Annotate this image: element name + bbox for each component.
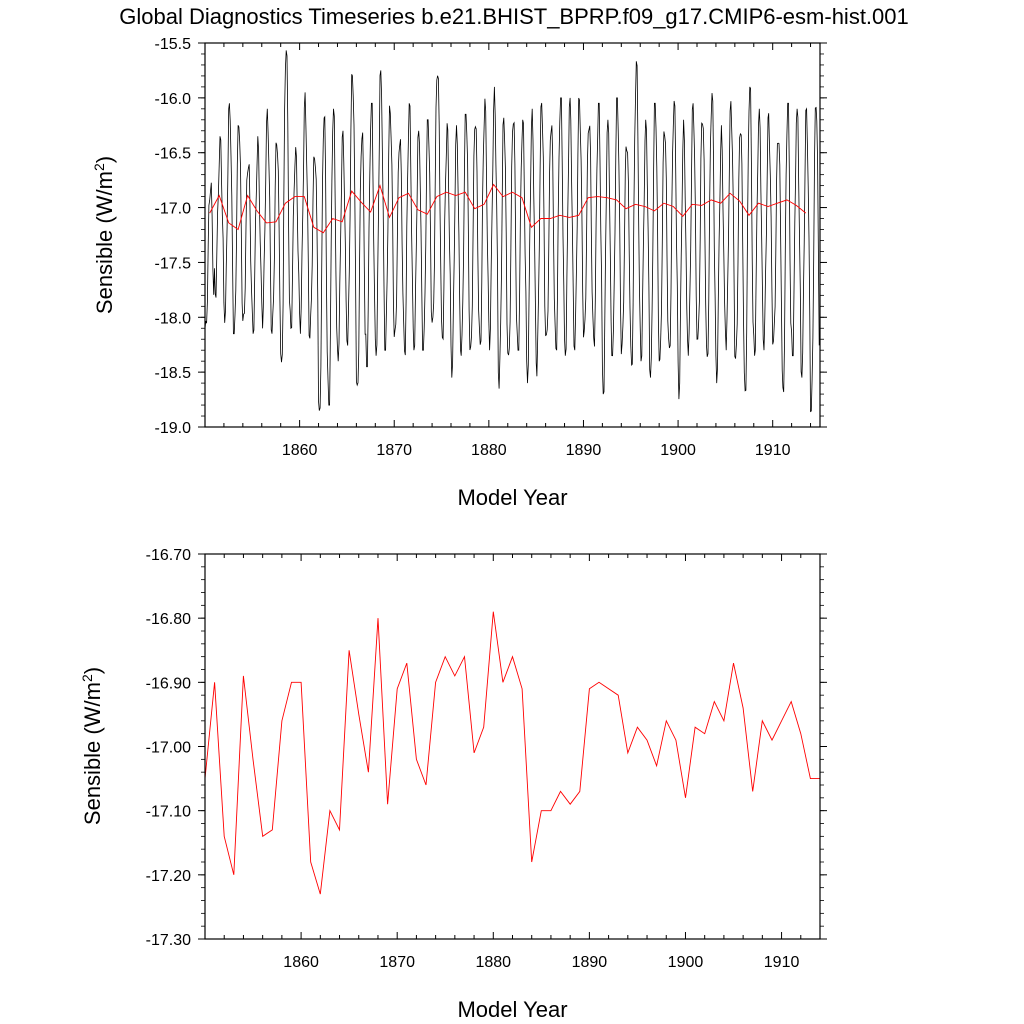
y-axis-label-sup: 2	[79, 674, 95, 682]
y-tick-label: -16.0	[155, 91, 192, 108]
panel-top: 1860 1870 1880 1890 1900 1910 -19.0 -18.5 -18.0 -…	[91, 36, 827, 510]
x-axis-label: Model Year	[457, 485, 567, 510]
x-tick-label: 1890	[572, 954, 608, 971]
y-tick-label: -17.5	[155, 255, 192, 272]
y-tick-label: -16.80	[146, 611, 191, 628]
x-tick-label: 1900	[660, 442, 696, 459]
y-axis-label-sup: 2	[91, 163, 107, 171]
series-monthly-line	[204, 50, 820, 413]
series-annual-line	[209, 183, 807, 234]
x-tick-label: 1910	[764, 954, 800, 971]
x-tick-label: 1890	[566, 442, 602, 459]
y-tick-label: -19.0	[155, 420, 192, 437]
series-annual-line	[204, 611, 820, 895]
y-tick-label: -18.5	[155, 365, 192, 382]
y-tick-label: -16.70	[146, 547, 191, 564]
tick-layer: 1860 1870 1880 1890 1900 1910 -17.30 -17.20 -17.…	[146, 547, 827, 971]
y-axis-label-main: Sensible (W/m	[92, 171, 117, 314]
y-tick-label: -15.5	[155, 36, 192, 53]
y-tick-label: -16.5	[155, 146, 192, 163]
x-tick-label: 1860	[282, 442, 318, 459]
x-tick-label: 1880	[471, 442, 507, 459]
y-tick-label: -18.0	[155, 310, 192, 327]
y-tick-label: -17.0	[155, 201, 192, 218]
x-tick-label: 1870	[379, 954, 415, 971]
y-tick-label: -16.90	[146, 675, 191, 692]
y-axis-label: Sensible (W/m2)	[91, 156, 117, 314]
x-tick-label: 1910	[755, 442, 791, 459]
panel-bottom: 1860 1870 1880 1890 1900 1910 -17.30 -17.20 -17.…	[79, 547, 827, 1022]
y-tick-label: -17.20	[146, 868, 191, 885]
x-axis-label: Model Year	[457, 997, 567, 1022]
y-axis-label-main: Sensible (W/m	[80, 682, 105, 825]
y-tick-label: -17.10	[146, 804, 191, 821]
chart-title: Global Diagnostics Timeseries b.e21.BHIS…	[119, 4, 909, 29]
plot-frame	[204, 553, 821, 940]
y-tick-label: -17.00	[146, 740, 191, 757]
series-layer	[204, 611, 820, 895]
x-tick-label: 1870	[376, 442, 412, 459]
x-tick-label: 1880	[475, 954, 511, 971]
y-tick-label: -17.30	[146, 932, 191, 949]
tick-layer: 1860 1870 1880 1890 1900 1910 -19.0 -18.5 -18.0 -…	[155, 36, 827, 459]
series-layer	[204, 50, 820, 413]
x-tick-label: 1900	[668, 954, 704, 971]
y-axis-label-close: )	[80, 667, 105, 674]
y-axis-label-close: )	[92, 156, 117, 163]
y-axis-label: Sensible (W/m2)	[79, 667, 105, 825]
x-tick-label: 1860	[283, 954, 319, 971]
plot-frame	[204, 42, 821, 428]
